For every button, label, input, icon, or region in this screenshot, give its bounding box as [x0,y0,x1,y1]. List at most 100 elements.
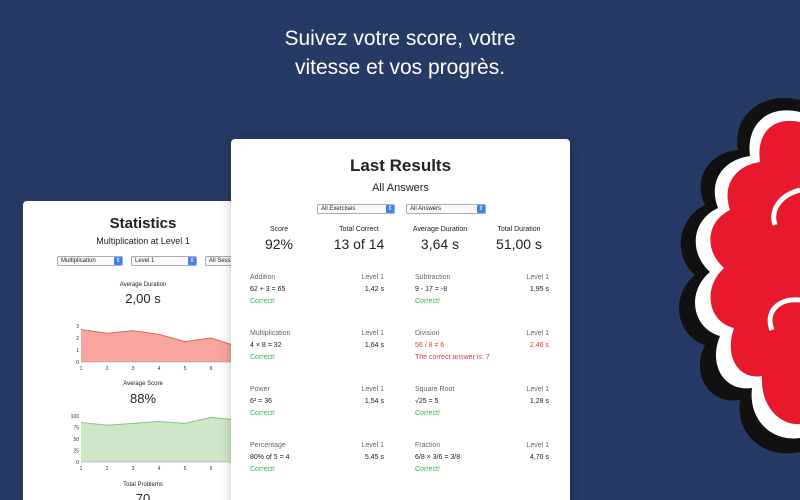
x-tick-label: 2 [106,466,109,472]
summary-value: 92% [264,236,294,252]
exercise-level: Level 1 [526,386,549,393]
exercise-question: √25 = 5 [415,398,439,405]
y-tick-label: 75 [73,426,79,432]
statistics-card: Statistics Multiplication at Level 1 Mul… [23,201,263,500]
x-tick-label: 5 [184,366,187,372]
exercise-question: 56 / 8 ≠ 6 [415,342,445,349]
summary-label: Average Duration [412,226,468,233]
exercise-name: Addition [250,274,276,281]
exercises-filter-select[interactable]: All Exercises ⇕ [317,204,395,214]
exercise-select-value: Multiplication [61,258,96,264]
answers-filter-value: All Answers [410,206,442,212]
chevron-down-icon: ⇕ [386,205,394,213]
exercise-time: 1,42 s [364,286,384,293]
y-tick-label: 3 [76,324,79,330]
exercise-result: Correct! [250,410,275,417]
exercise-name: Subtraction [415,274,451,281]
chevron-down-icon: ⇕ [114,257,122,265]
exercise-question: 80% of 5 = 4 [250,454,290,461]
summary-label: Total Correct [339,226,379,233]
exercise-time: 4,70 s [529,454,549,461]
exercise-question: 9 - 17 = -8 [415,286,448,293]
exercise-result-item: Fraction Level 1 6/8 × 3/6 = 3/8 4,70 s Corr… [415,442,549,494]
exercise-time: 1,54 s [364,398,384,405]
x-tick-label: 2 [106,366,109,372]
x-tick-label: 6 [210,366,213,372]
y-tick-label: 0 [76,360,79,366]
exercise-result-item: Subtraction Level 1 9 - 17 = -8 1,95 s Corre… [415,274,549,326]
exercise-time: 2,46 s [529,342,549,349]
total-problems-label: Total Problems [123,482,163,488]
exercise-result-item: Power Level 1 6² = 36 1,54 s Correct! [250,386,384,438]
exercise-result-item: Square Root Level 1 √25 = 5 1,28 s Correct! [415,386,549,438]
score-chart: 02550751001234567 [71,414,263,472]
exercise-name: Division [415,330,440,337]
y-tick-label: 2 [76,336,79,342]
summary-value: 13 of 14 [333,236,385,252]
exercise-result: Correct! [415,466,440,473]
summary-value: 51,00 s [496,236,542,252]
exercise-level: Level 1 [361,442,384,449]
level-select[interactable]: Level 1 ⇕ [131,256,197,266]
statistics-title: Statistics [109,215,177,232]
answers-filter-select[interactable]: All Answers ⇕ [406,204,486,214]
exercise-result: Correct! [250,466,275,473]
y-tick-label: 25 [73,449,79,455]
average-score-label: Average Score [123,381,163,387]
average-score-value: 88% [129,391,157,406]
x-tick-label: 6 [210,466,213,472]
exercise-result: Correct! [250,298,275,305]
exercise-time: 5,45 s [364,454,384,461]
y-tick-label: 1 [76,348,79,354]
summary-value: 3,64 s [420,236,460,252]
y-tick-label: 0 [76,460,79,466]
exercise-question: 62 + 3 = 65 [250,286,286,293]
exercise-name: Percentage [250,442,286,449]
x-tick-label: 4 [158,466,161,472]
exercises-filter-value: All Exercises [321,206,356,212]
exercise-time: 1,28 s [529,398,549,405]
exercise-question: 6/8 × 3/6 = 3/8 [415,454,461,461]
exercise-result: Correct! [415,410,440,417]
y-tick-label: 50 [73,437,79,443]
session-select[interactable]: All Sessi [205,256,245,266]
session-select-value: All Sessi [209,258,233,264]
exercise-question: 4 × 8 = 32 [250,342,282,349]
exercise-name: Multiplication [250,330,291,337]
x-tick-label: 1 [80,466,83,472]
exercise-level: Level 1 [361,274,384,281]
exercise-select[interactable]: Multiplication ⇕ [57,256,123,266]
exercise-result: Correct! [250,354,275,361]
exercise-level: Level 1 [526,442,549,449]
average-duration-label: Average Duration [119,282,167,288]
exercise-name: Square Root [415,386,455,393]
series-area [81,417,263,462]
x-tick-label: 3 [132,366,135,372]
headline-line-2: vitesse et vos progrès. [294,56,506,79]
exercise-name: Power [250,386,270,393]
exercise-level: Level 1 [526,274,549,281]
exercise-name: Fraction [415,442,441,449]
exercise-time: 1,64 s [364,342,384,349]
exercise-time: 1,95 s [529,286,549,293]
headline: Suivez votre score, votre vitesse et vos… [0,24,800,82]
exercise-result-item: Percentage Level 1 80% of 5 = 4 5,45 s Corre… [250,442,384,494]
duration-chart: 01231234567 [76,324,263,372]
brain-logo-icon [678,97,800,454]
results-subtitle: All Answers [372,182,429,194]
x-tick-label: 5 [184,466,187,472]
last-results-card: Last Results All Answers All Exercises ⇕… [231,139,570,500]
exercise-level: Level 1 [526,330,549,337]
results-title: Last Results [349,156,452,175]
x-tick-label: 1 [80,366,83,372]
series-area [81,329,263,362]
exercise-result: Correct! [415,298,440,305]
x-tick-label: 4 [158,366,161,372]
summary-label: Score [269,226,289,233]
y-tick-label: 100 [71,414,79,420]
level-select-value: Level 1 [135,258,155,264]
total-problems-value: 70 [135,491,151,500]
exercise-result-item: Addition Level 1 62 + 3 = 65 1,42 s Correct! [250,274,384,326]
summary-label: Total Duration [497,226,541,233]
average-duration-value: 2,00 s [125,291,161,306]
